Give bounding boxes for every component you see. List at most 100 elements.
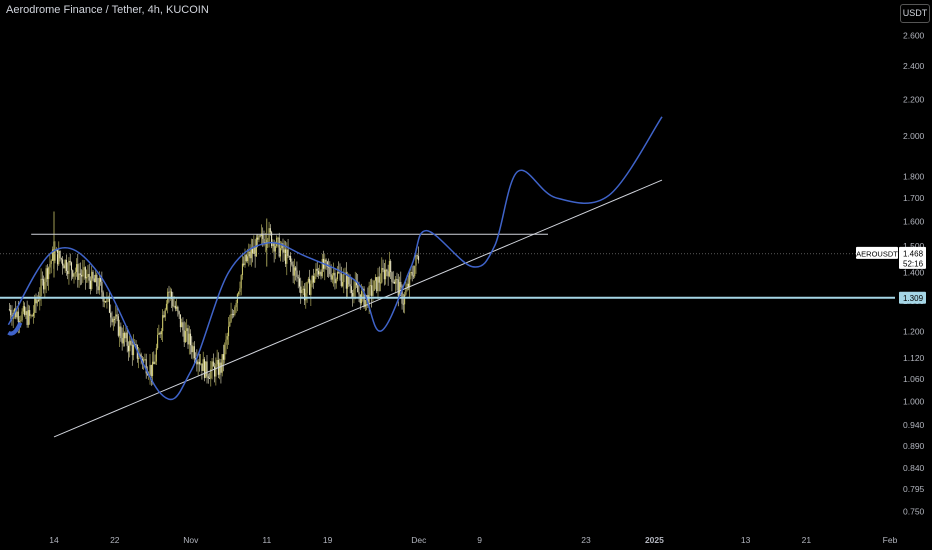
candle-body xyxy=(84,267,86,279)
candle-body xyxy=(283,249,285,253)
time-tick-label: Feb xyxy=(883,535,898,545)
candle-body xyxy=(385,269,387,280)
candle-body xyxy=(328,266,330,268)
price-tick-label: 1.400 xyxy=(903,268,925,278)
candle-body xyxy=(10,309,12,316)
chart-title: Aerodrome Finance / Tether, 4h, KUCOIN xyxy=(6,4,209,16)
projection-curve[interactable] xyxy=(7,116,663,401)
candle-body xyxy=(210,369,212,379)
candle-body xyxy=(286,249,288,264)
candle-body xyxy=(272,242,274,247)
price-tick-label: 0.890 xyxy=(903,441,925,451)
candle-body xyxy=(143,359,145,364)
candle-body xyxy=(321,258,323,277)
candle-body xyxy=(231,313,233,315)
candle-body xyxy=(325,259,327,262)
candle-body xyxy=(355,281,358,286)
candle-body xyxy=(116,314,118,317)
candle-body xyxy=(307,278,309,283)
candle-body xyxy=(168,291,170,293)
candle-body xyxy=(15,308,17,318)
candle-body xyxy=(302,288,304,291)
candle-body xyxy=(158,332,160,335)
candle-body xyxy=(176,306,178,309)
candle-body xyxy=(170,291,173,299)
candle-body xyxy=(162,315,164,332)
candle-body xyxy=(215,364,217,377)
candle-body xyxy=(49,264,51,268)
candle-body xyxy=(172,298,174,307)
candle-body xyxy=(391,272,393,282)
candle-body xyxy=(306,282,308,294)
time-tick-label: 22 xyxy=(110,535,120,545)
time-axis: 1422Nov1119Dec92320251321Feb10 xyxy=(49,535,898,545)
candle-body xyxy=(343,274,345,283)
candle-body xyxy=(309,278,311,295)
time-tick-label: 23 xyxy=(581,535,591,545)
candle-body xyxy=(101,281,103,293)
candle-body xyxy=(135,344,137,345)
candle-body xyxy=(387,271,389,277)
candle-body xyxy=(111,317,113,323)
candle-body xyxy=(230,313,232,322)
candle-body xyxy=(206,361,208,377)
candle-body xyxy=(298,278,301,287)
candle-body xyxy=(13,308,16,313)
candle-body xyxy=(26,311,28,325)
candle-body xyxy=(339,272,341,274)
candle-body xyxy=(64,259,66,269)
candle-body xyxy=(94,274,97,283)
candle-body xyxy=(282,243,284,253)
candle-body xyxy=(93,278,95,283)
candle-body xyxy=(333,272,335,276)
candle-body xyxy=(196,360,198,365)
candle-body xyxy=(233,314,235,315)
candle-body xyxy=(398,281,401,296)
candle-body xyxy=(32,312,35,317)
candle-body xyxy=(353,288,355,297)
candle-body xyxy=(62,259,64,266)
candle-body xyxy=(376,277,378,292)
candle-body xyxy=(119,326,121,336)
candle-body xyxy=(278,237,280,257)
candle-body xyxy=(54,251,56,261)
currency-button[interactable]: USDT xyxy=(900,4,930,23)
candle-body xyxy=(297,276,299,279)
candle-body xyxy=(157,334,159,349)
candle-body xyxy=(305,293,307,301)
time-tick-label: 13 xyxy=(741,535,751,545)
candle-body xyxy=(402,303,404,305)
candle-body xyxy=(417,256,420,261)
candle-body xyxy=(68,260,70,274)
candle-body xyxy=(69,260,71,263)
symbol-tag xyxy=(856,246,898,259)
candle-body xyxy=(35,298,37,304)
candle-body xyxy=(151,361,154,377)
candle-body xyxy=(163,315,165,318)
candle-body xyxy=(235,303,237,308)
candle-body xyxy=(404,294,406,305)
candle-body xyxy=(303,288,306,301)
candle-body xyxy=(319,271,321,275)
candle-body xyxy=(126,332,128,346)
candle-body xyxy=(330,274,332,280)
price-tick-label: 1.500 xyxy=(903,241,925,251)
candle-body xyxy=(48,267,50,280)
candle-body xyxy=(153,361,155,365)
candle-body xyxy=(75,264,78,272)
candle-body xyxy=(386,269,388,272)
projection-curve-start xyxy=(7,321,23,336)
candle-body xyxy=(349,284,351,287)
time-tick-label: 9 xyxy=(477,535,482,545)
candle-body xyxy=(193,346,195,359)
candle-body xyxy=(50,260,52,265)
candle-body xyxy=(159,332,161,335)
candle-body xyxy=(92,271,94,279)
candle-body xyxy=(249,251,251,259)
candle-body xyxy=(20,320,22,322)
price-tick-label: 0.940 xyxy=(903,420,925,430)
candle-body xyxy=(277,237,279,239)
ascending-trendline[interactable] xyxy=(53,179,663,438)
price-tick-label: 1.000 xyxy=(903,396,925,406)
